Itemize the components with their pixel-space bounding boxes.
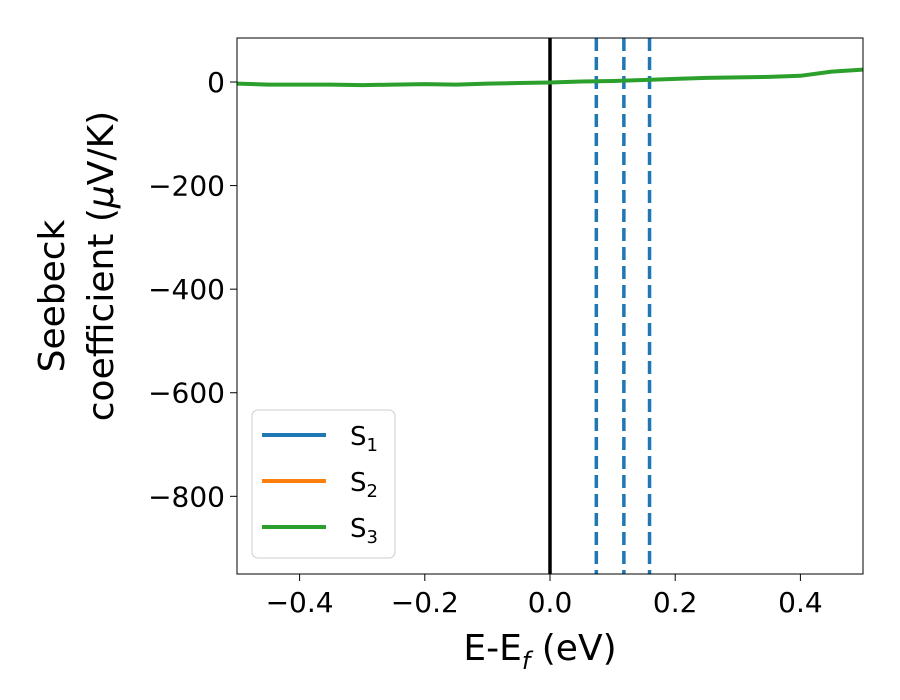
x-tick-label: 0.0 [528,586,573,619]
y-axis-label-pre: coefficient ( [81,208,122,421]
x-tick-label: −0.2 [391,586,459,619]
legend-label-S2: S2 [350,468,378,502]
legend-label-S3: S3 [350,514,378,548]
y-tick-label: −800 [148,480,225,513]
y-tick-label: −200 [148,170,225,203]
ticks-layer: −0.4 −0.2 0.0 0.2 0.4 0 −200 −400 −600 −800 [148,66,823,619]
x-tick-label: −0.4 [266,586,334,619]
legend: S1 S2 S3 [251,409,396,559]
y-axis-label-line1: Seebeck [32,219,73,372]
y-tick-label: −600 [148,377,225,410]
x-axis-label-main: E-E [463,628,521,669]
x-axis-label: E-Ef (eV) [463,628,616,675]
y-tick-label: 0 [207,66,225,99]
y-axis-label: Seebeck coefficient (μV/K) [32,111,122,421]
data-layer [237,38,863,574]
y-axis-label-mu: μ [81,185,122,209]
x-tick-label: 0.2 [653,586,698,619]
y-axis-label-post: V/K) [81,111,122,185]
x-axis-label-unit: (eV) [530,628,616,669]
x-tick-label: 0.4 [778,586,823,619]
legend-label-S1: S1 [350,422,378,456]
legend-box [251,409,396,559]
y-axis-label-line2: coefficient (μV/K) [81,111,122,421]
y-tick-label: −400 [148,273,225,306]
series-line-S3 [237,67,863,88]
